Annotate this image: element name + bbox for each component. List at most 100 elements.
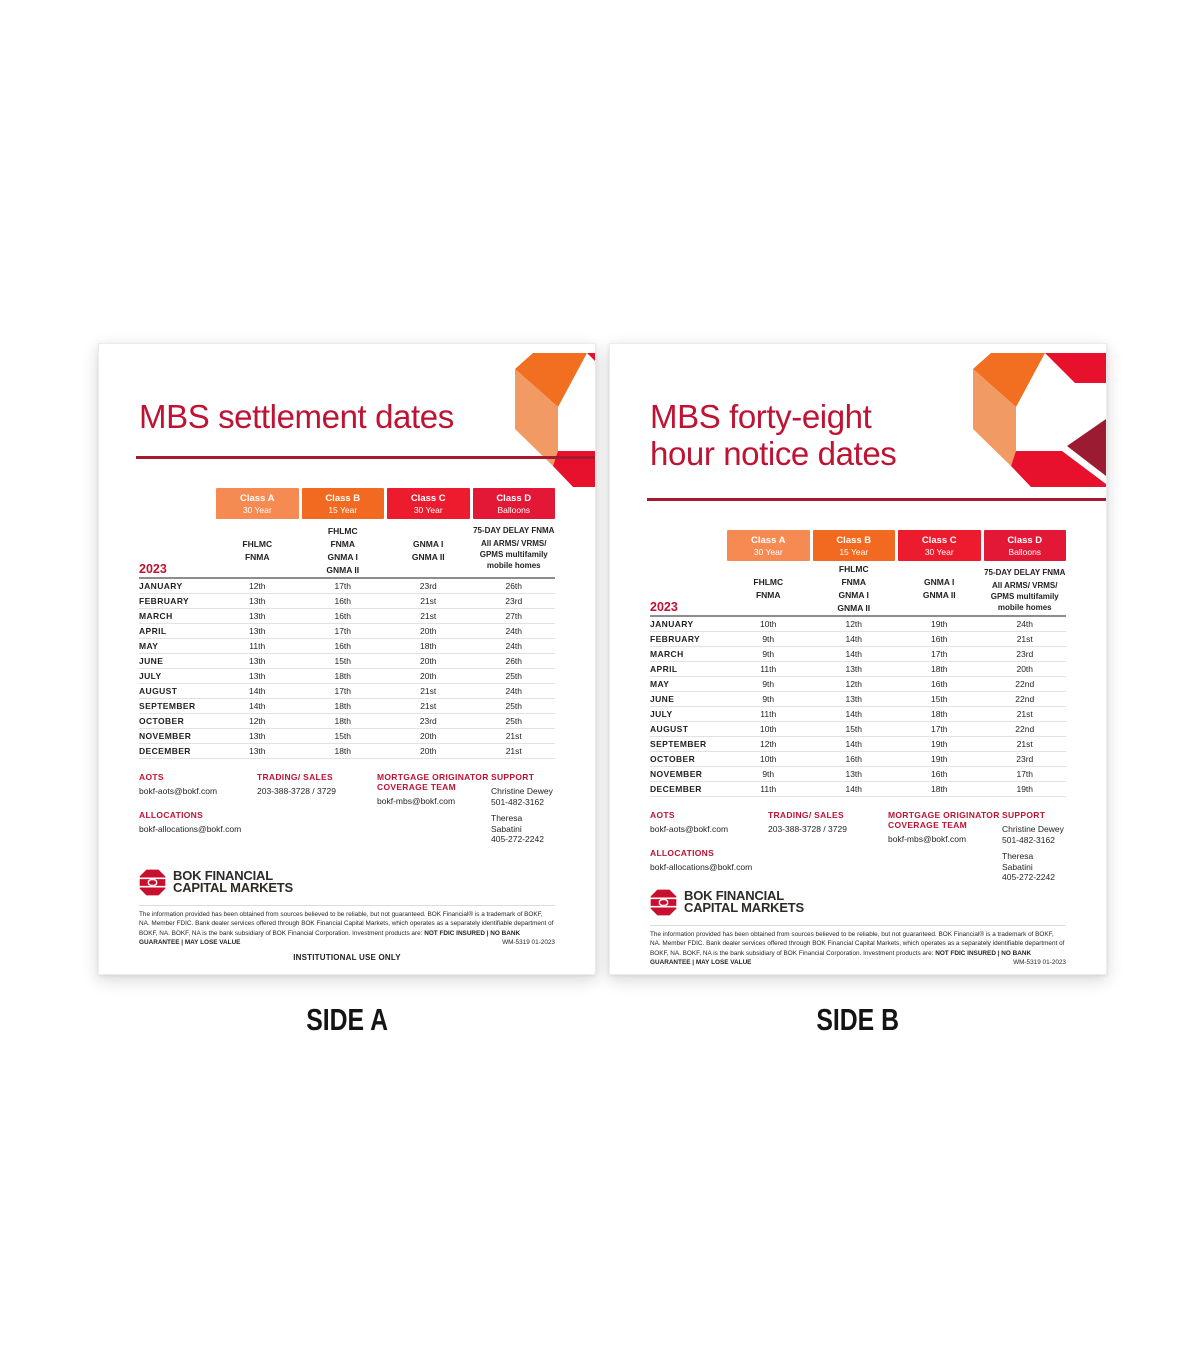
logo-line2: CAPITAL MARKETS (173, 880, 294, 896)
date-value: 27th (505, 611, 523, 621)
support-person: Theresa Sabatini 405-272-2242 (491, 813, 555, 845)
date-value: 19th (1016, 784, 1034, 794)
class-c-agencies: GNMA I GNMA II (898, 563, 981, 615)
month-label: FEBRUARY (650, 634, 701, 644)
bok-financial-logo: BOK FINANCIAL CAPITAL MARKETS (139, 869, 555, 896)
table-row: AUGUST 14th 17th 21st 24th (139, 684, 555, 699)
date-value: 20th (419, 731, 437, 741)
class-term: 30 Year (413, 504, 443, 515)
table-row: JULY 11th 14th 18th 21st (650, 707, 1066, 722)
class-b-agencies: FHLMC FNMA GNMA I GNMA II (302, 521, 385, 577)
agency-label: FHLMC (753, 577, 784, 587)
class-b-header: Class B 15 Year (812, 530, 895, 561)
date-value: 21st (420, 611, 437, 621)
page-footer: BOK FINANCIAL CAPITAL MARKETS The inform… (139, 869, 555, 974)
mortgage-contact: MORTGAGE ORIGINATOR COVERAGE TEAM bokf-m… (377, 772, 489, 851)
date-value: 21st (505, 746, 522, 756)
date-value: 14th (845, 634, 863, 644)
date-value: 13th (248, 596, 266, 606)
date-value: 16th (334, 596, 352, 606)
form-code: WM-5319 01-2023 (502, 939, 555, 947)
date-value: 17th (334, 626, 352, 636)
agency-label: GNMA II (837, 603, 871, 613)
date-value: 13th (248, 656, 266, 666)
agency-label: 75-DAY DELAY FNMA (473, 526, 555, 535)
side-b-caption-text: SIDE B (816, 1002, 900, 1037)
date-value: 26th (505, 656, 523, 666)
class-name: Class C (921, 534, 957, 546)
class-term: Balloons (1008, 546, 1042, 557)
person-phone: 405-272-2242 (1002, 872, 1055, 882)
footer-divider (650, 924, 1066, 926)
date-value: 12th (845, 619, 863, 629)
class-term: Balloons (497, 504, 531, 515)
date-value: 12th (248, 716, 266, 726)
agency-label: FHLMC (838, 564, 869, 574)
year-label: 2023 (139, 562, 167, 576)
month-label: MARCH (139, 611, 173, 621)
person-phone: 405-272-2242 (491, 834, 544, 844)
month-label: AUGUST (650, 724, 689, 734)
contact-heading: TRADING/ SALES (768, 810, 844, 820)
table-row: JANUARY 10th 12th 19th 24th (650, 617, 1066, 632)
person-name: Christine Dewey (1002, 824, 1064, 834)
agency-subheader-row: 2023 FHLMC FNMA FHLMC FNMA GNMA I GNMA II GN… (650, 563, 1066, 615)
agency-label: GNMA I (838, 590, 869, 600)
class-name: Class D (1007, 534, 1043, 546)
month-label: FEBRUARY (139, 596, 190, 606)
month-label: JUNE (650, 694, 675, 704)
class-b-agencies: FHLMC FNMA GNMA I GNMA II (813, 563, 896, 615)
date-value: 13th (248, 731, 266, 741)
month-label: JULY (139, 671, 162, 681)
table-row: AUGUST 10th 15th 17th 22nd (650, 722, 1066, 737)
agency-label: FNMA (755, 590, 781, 600)
date-value: 15th (930, 694, 948, 704)
date-value: 21st (420, 701, 437, 711)
trading-contact: TRADING/ SALES 203-388-3728 / 3729 (768, 810, 886, 889)
class-a-header: Class A 30 Year (727, 530, 810, 561)
date-value: 26th (505, 581, 523, 591)
date-value: 20th (419, 626, 437, 636)
date-value: 21st (1016, 739, 1033, 749)
date-value: 16th (845, 754, 863, 764)
allocations-contact: ALLOCATIONS bokf-allocations@bokf.com (139, 810, 255, 834)
year-cell: 2023 (650, 563, 724, 615)
date-value: 19th (930, 739, 948, 749)
date-value: 23rd (505, 596, 523, 606)
date-value: 24th (505, 641, 523, 651)
date-value: 10th (759, 619, 777, 629)
month-label: DECEMBER (650, 784, 702, 794)
contact-heading: AOTS (139, 772, 164, 782)
agency-label: GNMA I (413, 539, 444, 549)
title-underline (136, 456, 595, 459)
date-value: 11th (760, 784, 777, 794)
date-value: 14th (845, 739, 863, 749)
date-value: 23rd (1016, 754, 1034, 764)
agency-label: All ARMS/ VRMS/ GPMS multifamily mobile … (479, 539, 548, 570)
class-c-header: Class C 30 Year (387, 488, 470, 519)
table-row: JUNE 13th 15th 20th 26th (139, 654, 555, 669)
date-value: 9th (762, 679, 775, 689)
class-term: 30 Year (924, 546, 954, 557)
agency-label: FHLMC (327, 526, 358, 536)
date-value: 16th (930, 634, 948, 644)
ribbon-c-logo-icon (515, 353, 595, 487)
agency-label: FNMA (330, 539, 356, 549)
date-value: 18th (334, 716, 352, 726)
class-header-row: Class A 30 Year Class B 15 Year Class C … (139, 488, 555, 519)
class-header-row: Class A 30 Year Class B 15 Year Class C … (650, 530, 1066, 561)
date-value: 14th (248, 701, 266, 711)
disclaimer-bold-text: NOT FDIC INSURED | NO BANK GUARANTEE | M… (139, 929, 521, 947)
class-d-agencies: 75-DAY DELAY FNMA All ARMS/ VRMS/ GPMS mu… (984, 563, 1067, 615)
settlement-dates-table: JANUARY 12th 17th 23rd 26th FEBRUARY 13th 16th 2… (139, 577, 555, 759)
contact-heading: MORTGAGE ORIGINATOR COVERAGE TEAM (377, 772, 489, 792)
date-value: 22nd (1015, 724, 1035, 734)
disclaimer-text: The information provided has been obtain… (650, 930, 1065, 957)
class-a-agencies: FHLMC FNMA (216, 521, 299, 577)
date-value: 13th (248, 611, 266, 621)
table-row: JULY 13th 18th 20th 25th (139, 669, 555, 684)
agency-label: All ARMS/ VRMS/ GPMS multifamily mobile … (990, 581, 1059, 612)
class-a-header: Class A 30 Year (216, 488, 299, 519)
page-title: MBS settlement dates (139, 398, 454, 435)
date-value: 21st (1016, 709, 1033, 719)
